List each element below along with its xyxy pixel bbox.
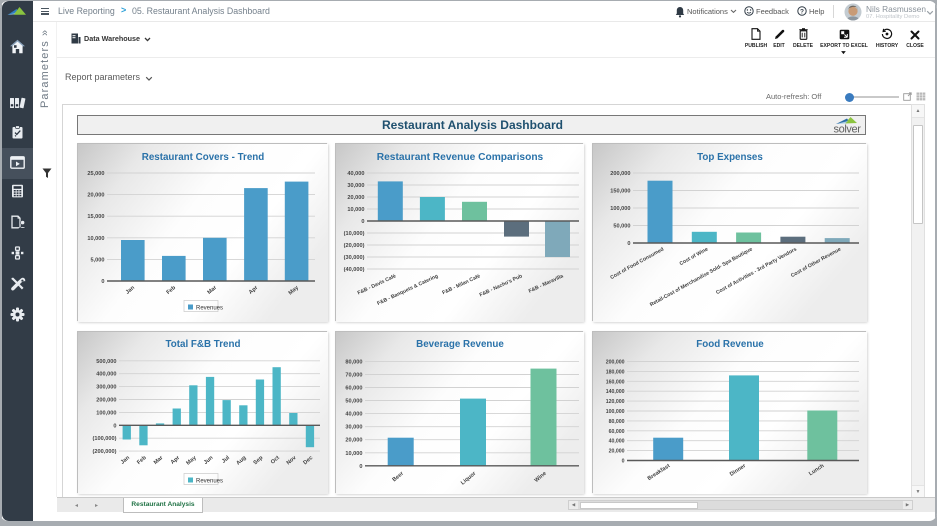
svg-text:160,000: 160,000 [606,379,625,385]
svg-text:25,000: 25,000 [87,171,104,177]
svg-text:70,000: 70,000 [345,373,362,379]
svg-text:30,000: 30,000 [347,183,364,189]
svg-text:120,000: 120,000 [606,399,625,405]
svg-text:40,000: 40,000 [609,439,625,445]
svg-text:100,000: 100,000 [96,410,116,416]
svg-text:400,000: 400,000 [96,372,116,378]
svg-text:15,000: 15,000 [87,214,104,220]
svg-text:Total F&B Trend: Total F&B Trend [166,339,241,350]
svg-text:(40,000): (40,000) [344,267,365,273]
svg-text:(100,000): (100,000) [93,436,117,442]
svg-text:Revenues: Revenues [196,306,223,312]
svg-text:Jan: Jan [125,285,137,296]
svg-text:60,000: 60,000 [345,386,362,392]
svg-text:0: 0 [627,241,630,247]
svg-text:Mar: Mar [153,455,165,467]
svg-text:Aug: Aug [235,455,248,467]
svg-text:180,000: 180,000 [606,369,625,375]
svg-text:0: 0 [101,279,104,285]
svg-text:20,000: 20,000 [347,195,364,201]
svg-text:0: 0 [622,459,625,465]
svg-text:Revenues: Revenues [196,479,223,485]
svg-text:Oct: Oct [270,455,281,466]
svg-text:Jun: Jun [203,455,215,466]
svg-text:500,000: 500,000 [96,359,116,365]
svg-text:50,000: 50,000 [613,224,630,230]
svg-text:5,000: 5,000 [91,257,105,263]
svg-text:200,000: 200,000 [610,171,630,177]
svg-text:Restaurant Covers - Trend: Restaurant Covers - Trend [142,152,265,163]
svg-text:150,000: 150,000 [610,189,630,195]
svg-text:Apr: Apr [170,455,182,466]
svg-text:Mar: Mar [207,284,219,296]
svg-text:20,000: 20,000 [345,438,362,444]
svg-text:10,000: 10,000 [87,236,104,242]
svg-text:0: 0 [113,423,116,429]
svg-text:Top Expenses: Top Expenses [697,152,763,163]
svg-text:200,000: 200,000 [96,398,116,404]
svg-text:100,000: 100,000 [606,409,625,415]
svg-text:?: ? [800,8,804,15]
svg-text:Feb: Feb [166,285,178,296]
svg-text:80,000: 80,000 [609,419,625,425]
svg-text:60,000: 60,000 [609,429,625,435]
svg-text:Feb: Feb [136,455,148,466]
svg-text:Dec: Dec [302,455,314,466]
svg-text:Sep: Sep [253,455,265,467]
svg-text:200,000: 200,000 [606,360,625,366]
svg-text:30,000: 30,000 [345,425,362,431]
svg-text:Nov: Nov [286,454,299,466]
svg-text:20,000: 20,000 [609,449,625,455]
svg-text:(10,000): (10,000) [344,231,365,237]
svg-text:140,000: 140,000 [606,389,625,395]
svg-text:(20,000): (20,000) [344,243,365,249]
svg-text:10,000: 10,000 [347,207,364,213]
svg-text:Food Revenue: Food Revenue [696,339,764,350]
svg-text:0: 0 [361,219,364,225]
svg-text:Parameters »: Parameters » [39,29,51,108]
svg-text:Beverage Revenue: Beverage Revenue [416,339,504,350]
svg-text:Jan: Jan [120,455,132,466]
svg-text:solver: solver [834,124,862,136]
svg-text:Jul: Jul [221,455,231,465]
svg-text:80,000: 80,000 [345,359,362,365]
svg-text:(30,000): (30,000) [344,255,365,261]
svg-text:0: 0 [359,464,362,470]
svg-text:(200,000): (200,000) [93,449,117,455]
svg-text:50,000: 50,000 [345,399,362,405]
svg-text:300,000: 300,000 [96,385,116,391]
svg-text:20,000: 20,000 [87,193,104,199]
svg-text:40,000: 40,000 [347,171,364,177]
svg-text:40,000: 40,000 [345,412,362,418]
svg-text:Restaurant Revenue Comparisons: Restaurant Revenue Comparisons [377,152,544,163]
svg-text:10,000: 10,000 [345,451,362,457]
svg-text:100,000: 100,000 [610,206,630,212]
svg-text:Apr: Apr [248,284,260,295]
